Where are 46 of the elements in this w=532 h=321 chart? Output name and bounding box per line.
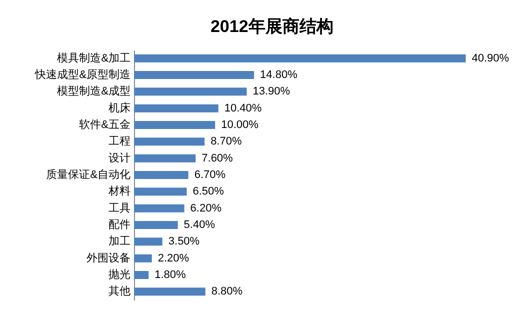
- y-tick-label: 机床: [108, 101, 130, 114]
- data-label: 14.80%: [260, 69, 298, 81]
- data-label: 8.80%: [211, 286, 243, 298]
- y-tick-label: 工具: [108, 202, 130, 214]
- y-tick-label: 模型制造&成型: [57, 84, 130, 98]
- bar: [134, 271, 149, 279]
- data-label: 6.20%: [190, 202, 222, 214]
- bar: [134, 171, 188, 179]
- data-label: 8.70%: [210, 136, 242, 148]
- bar: [134, 221, 178, 229]
- y-tick-label: 抛光: [108, 268, 130, 281]
- bar: [134, 138, 205, 146]
- data-label: 7.60%: [202, 152, 234, 164]
- bar: [134, 188, 187, 196]
- y-tick-label: 质量保证&自动化: [46, 168, 130, 181]
- bar: [134, 288, 206, 296]
- y-tick-label: 工程: [108, 136, 130, 148]
- chart-title: 2012年展商结构: [210, 17, 334, 36]
- bar: [134, 54, 466, 62]
- data-label: 10.40%: [224, 102, 262, 114]
- data-label: 3.50%: [168, 236, 200, 248]
- y-tick-label: 外围设备: [86, 252, 130, 264]
- data-label: 40.90%: [472, 52, 510, 64]
- bar: [134, 238, 162, 246]
- data-label: 13.90%: [252, 86, 290, 98]
- data-label: 2.20%: [158, 252, 190, 264]
- y-tick-label: 配件: [108, 219, 130, 231]
- bar: [134, 104, 218, 112]
- bar: [134, 121, 216, 129]
- bar: [134, 254, 152, 262]
- y-tick-label: 设计: [108, 151, 130, 164]
- data-label: 6.70%: [194, 169, 226, 181]
- y-tick-label: 快速成型&原型制造: [34, 68, 130, 81]
- bar: [134, 204, 184, 212]
- bar: [134, 154, 196, 162]
- y-tick-label: 模具制造&加工: [57, 51, 130, 64]
- bar: [134, 71, 254, 79]
- data-label: 5.40%: [184, 219, 216, 231]
- y-tick-label: 加工: [108, 234, 130, 248]
- y-tick-label: 其他: [108, 284, 130, 298]
- data-label: 10.00%: [221, 119, 259, 131]
- y-tick-label: 材料: [108, 184, 130, 198]
- y-tick-label: 软件&五金: [79, 119, 130, 131]
- bar: [134, 88, 247, 96]
- data-label: 6.50%: [192, 186, 224, 198]
- data-label: 1.80%: [154, 269, 186, 281]
